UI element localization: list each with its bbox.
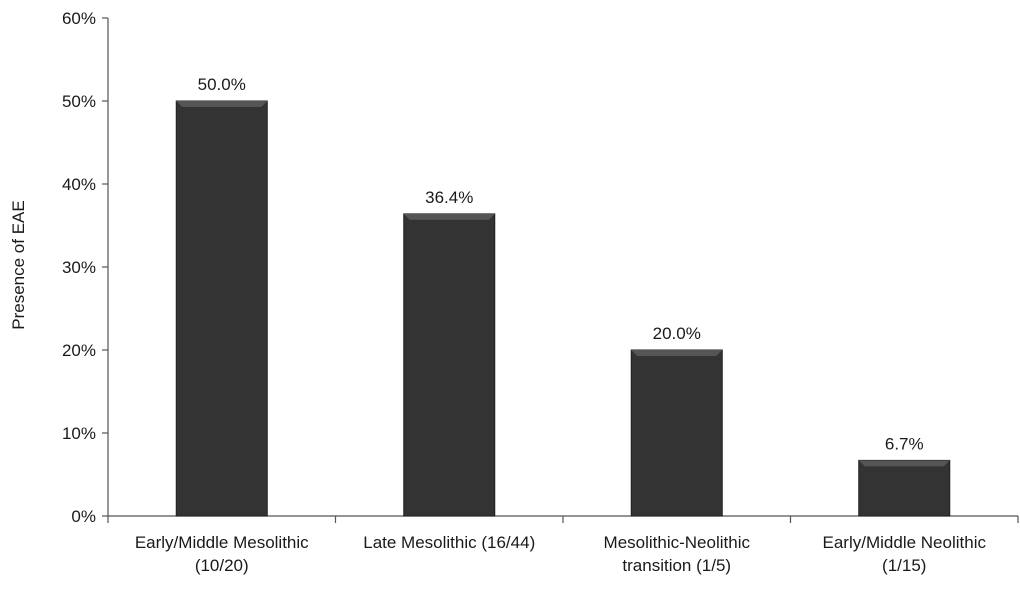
bar	[175, 100, 268, 517]
x-category-label-line: (1/15)	[882, 556, 926, 575]
y-tick-label: 0%	[71, 507, 96, 526]
x-category-label: Early/Middle Mesolithic (10/20)	[135, 533, 309, 575]
y-tick-label: 10%	[62, 424, 96, 443]
x-category-label-line: transition (1/5)	[622, 556, 731, 575]
y-tick-label: 40%	[62, 175, 96, 194]
data-label: 50.0%	[198, 75, 246, 94]
bar	[858, 459, 951, 517]
y-axis-title: Presence of EAE	[9, 200, 28, 329]
y-axis: 0% 10% 20% 30% 40% 50% 60%	[62, 9, 109, 526]
bars	[175, 100, 951, 517]
data-labels: 50.0% 36.4% 20.0% 6.7%	[198, 75, 924, 453]
x-category-label-line: (10/20)	[195, 556, 249, 575]
x-category-label-line: Late Mesolithic (16/44)	[363, 533, 535, 552]
y-tick-label: 20%	[62, 341, 96, 360]
data-label: 20.0%	[653, 324, 701, 343]
x-category-label-line: Early/Middle Mesolithic	[135, 533, 309, 552]
x-category-label: Late Mesolithic (16/44)	[363, 533, 535, 552]
y-tick-label: 50%	[62, 92, 96, 111]
x-axis: Early/Middle Mesolithic (10/20) Late Mesol…	[107, 515, 1019, 575]
bar-bevel	[858, 460, 950, 467]
x-category-label-line: Early/Middle Neolithic	[823, 533, 987, 552]
y-tick-label: 60%	[62, 9, 96, 28]
data-label: 6.7%	[885, 434, 924, 453]
bar	[403, 213, 496, 517]
data-label: 36.4%	[425, 188, 473, 207]
bar-bevel	[631, 350, 723, 356]
x-category-label: Mesolithic-Neolithic transition (1/5)	[604, 533, 751, 575]
bar-bevel	[176, 101, 268, 107]
y-tick-label: 30%	[62, 258, 96, 277]
x-category-label: Early/Middle Neolithic (1/15)	[823, 533, 987, 575]
x-category-label-line: Mesolithic-Neolithic	[604, 533, 751, 552]
bar-bevel	[403, 213, 495, 220]
bar	[630, 349, 723, 517]
